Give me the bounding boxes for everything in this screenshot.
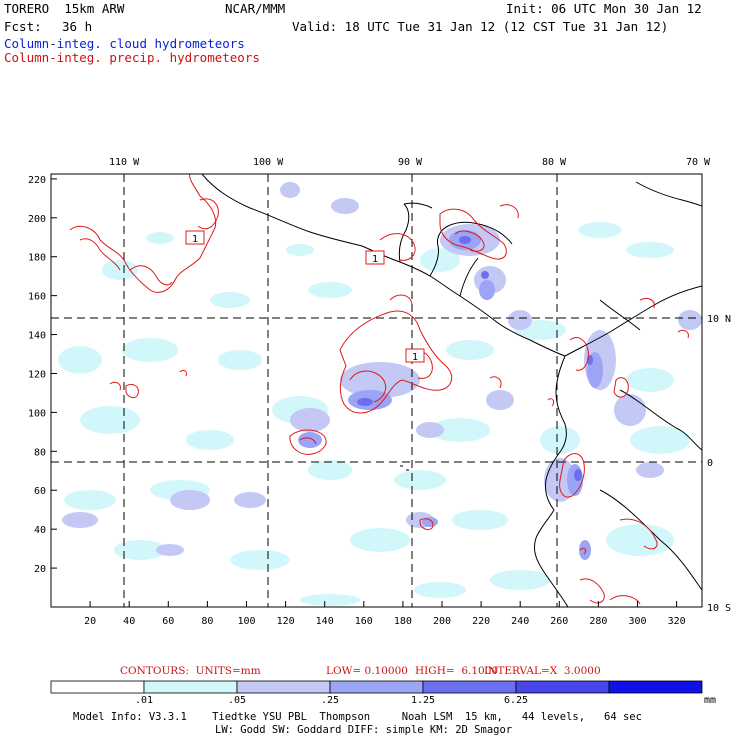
colorbar-swatch (329, 680, 424, 694)
model-info-line1: Model Info: V3.3.1 Tiedtke YSU PBL Thomp… (73, 711, 642, 723)
contour-high: HIGH= 6.1000 (415, 665, 499, 677)
colorbar-swatch (50, 680, 145, 694)
colorbar-label: 1.25 (411, 695, 435, 706)
model-title: TORERO 15km ARW (4, 1, 125, 16)
y-tick-label: 180 (28, 253, 46, 264)
fcst-value: 36 h (62, 19, 93, 34)
colorbar-units: mm (704, 695, 716, 706)
colorbar-swatch (143, 680, 238, 694)
y-tick-label: 60 (34, 486, 46, 497)
latitude-labels: 10 N 0 10 S (707, 314, 731, 614)
cloud-hydrometeor-shading (58, 182, 702, 606)
x-tick-label: 160 (355, 616, 373, 627)
lon-label: 90 W (398, 157, 423, 168)
y-tick-label: 100 (28, 408, 46, 419)
x-tick-label: 300 (628, 616, 646, 627)
colorbar-label: .01 (135, 695, 153, 706)
valid-time: Valid: 18 UTC Tue 31 Jan 12 (12 CST Tue … (292, 19, 669, 34)
lat-label: 0 (707, 458, 713, 469)
x-tick-label: 280 (589, 616, 607, 627)
y-tick-label: 20 (34, 564, 46, 575)
contour-interval: INTERVAL=X 3.0000 (484, 665, 601, 677)
init-time: Init: 06 UTC Mon 30 Jan 12 (506, 1, 702, 16)
x-tick-label: 180 (394, 616, 412, 627)
contour-units: CONTOURS: UNITS=mm (120, 665, 261, 677)
y-axis: 220 200 180 160 140 120 100 80 60 40 20 (28, 175, 57, 575)
contour-low: LOW= 0.10000 (326, 665, 408, 677)
lon-label: 80 W (542, 157, 567, 168)
y-tick-label: 120 (28, 369, 46, 380)
lon-label: 110 W (109, 157, 140, 168)
colorbar-label: .05 (228, 695, 246, 706)
colorbar-swatch (236, 680, 331, 694)
graticule (51, 174, 702, 607)
model-info-line2: LW: Godd SW: Goddard DIFF: simple KM: 2D… (215, 724, 513, 736)
x-axis: 20 40 60 80 100 120 140 160 180 200 220 240 260 280 30… (84, 601, 686, 627)
x-tick-label: 60 (162, 616, 174, 627)
longitude-labels: 110 W 100 W 90 W 80 W 70 W (109, 157, 711, 168)
x-tick-label: 120 (277, 616, 295, 627)
x-tick-label: 20 (84, 616, 96, 627)
colorbar-label: 6.25 (504, 695, 528, 706)
contour-label: 1 (192, 234, 198, 245)
y-tick-label: 40 (34, 525, 46, 536)
x-tick-label: 240 (511, 616, 529, 627)
precip-contours (69, 174, 689, 605)
contour-label: 1 (372, 254, 378, 265)
contour-label: 1 (412, 352, 418, 363)
colorbar-swatch (608, 680, 703, 694)
lon-label: 70 W (686, 157, 711, 168)
field-precip-label: Column-integ. precip. hydrometeors (4, 50, 260, 65)
lon-label: 100 W (253, 157, 284, 168)
contour-labels: 1 1 1 (185, 230, 425, 363)
x-tick-label: 140 (316, 616, 334, 627)
y-tick-label: 200 (28, 214, 46, 225)
lat-label: 10 S (707, 603, 731, 614)
x-tick-label: 200 (433, 616, 451, 627)
y-tick-label: 160 (28, 292, 46, 303)
x-tick-label: 260 (550, 616, 568, 627)
colorbar-swatch (515, 680, 610, 694)
colorbar: .01 .05 .25 1.25 6.25 mm (50, 680, 716, 706)
x-tick-label: 80 (201, 616, 213, 627)
x-tick-label: 100 (237, 616, 255, 627)
y-tick-label: 220 (28, 175, 46, 186)
field-cloud-label: Column-integ. cloud hydrometeors (4, 36, 245, 51)
fcst-label: Fcst: (4, 19, 42, 34)
y-tick-label: 80 (34, 447, 46, 458)
colorbar-label: .25 (321, 695, 339, 706)
x-tick-label: 220 (472, 616, 490, 627)
x-tick-label: 40 (123, 616, 135, 627)
org-label: NCAR/MMM (225, 1, 286, 16)
colorbar-swatch (422, 680, 517, 694)
y-tick-label: 140 (28, 331, 46, 342)
lat-label: 10 N (707, 314, 731, 325)
plot-frame (50, 173, 703, 608)
x-tick-label: 320 (668, 616, 686, 627)
